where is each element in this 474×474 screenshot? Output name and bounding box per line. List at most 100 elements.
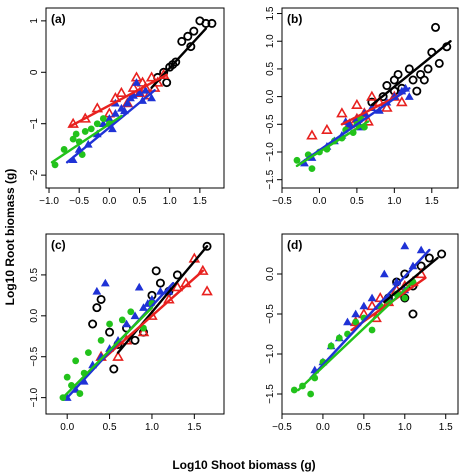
plot-frame: [281, 7, 459, 189]
data-point-blue: [104, 114, 114, 122]
y-tick-label: −0.5: [29, 346, 40, 366]
panel-a: −1.0 −0.5 0.0 0.5 1.0 1.5 −2 −1 0 1 (a): [29, 7, 225, 207]
x-axis-title: Log10 Shoot biomass (g): [172, 458, 315, 472]
fit-line-black: [116, 245, 209, 354]
data-point-black: [404, 64, 414, 74]
data-point-green: [327, 342, 335, 350]
y-tick-label: −1.5: [265, 384, 276, 404]
data-point-black: [382, 81, 392, 91]
fit-line-black: [370, 40, 452, 107]
data-point-green: [63, 373, 71, 381]
data-point-blue: [416, 245, 426, 254]
x-tick-label: 1.0: [387, 196, 401, 207]
panel-label: (a): [51, 12, 66, 26]
fit-line-green: [61, 306, 154, 399]
data-point-green: [60, 146, 68, 153]
data-point-red: [112, 350, 124, 361]
x-tick-label: 0.0: [60, 422, 74, 433]
fit-line-red: [68, 73, 168, 128]
data-point-green: [72, 357, 80, 365]
data-point-black: [431, 22, 441, 32]
data-point-black: [408, 75, 418, 85]
data-point-black: [437, 249, 447, 259]
y-tick-label: −1: [29, 118, 40, 130]
data-point-red: [197, 264, 209, 275]
x-tick-label: 0.0: [102, 196, 116, 207]
data-point-black: [96, 294, 106, 304]
data-point-black: [201, 18, 211, 28]
data-point-red: [145, 71, 158, 82]
data-point-green: [106, 320, 113, 328]
data-point-black: [109, 364, 119, 374]
data-point-green: [335, 334, 343, 342]
data-point-red: [127, 81, 140, 92]
data-point-blue: [379, 269, 389, 278]
data-point-blue: [129, 91, 138, 99]
y-tick-label: 0.5: [29, 268, 40, 282]
fit-line-green: [50, 114, 123, 164]
data-point-black: [202, 241, 212, 251]
data-point-black: [434, 58, 444, 68]
x-tick-label: 1.5: [425, 196, 439, 207]
data-point-green: [97, 336, 105, 344]
y-tick-label: −1.5: [265, 169, 276, 189]
data-point-red: [201, 285, 213, 296]
data-point-red: [396, 96, 408, 107]
y-tick-label: 0.0: [265, 267, 276, 281]
y-tick-label: −0.5: [265, 304, 276, 324]
data-point-blue: [147, 295, 157, 303]
data-point-green: [293, 156, 301, 164]
data-point-black: [92, 303, 102, 313]
data-point-green: [72, 130, 80, 138]
data-point-green: [401, 294, 409, 302]
y-tick-label: 0.0: [29, 308, 40, 322]
data-point-red: [171, 281, 184, 292]
data-point-black: [419, 75, 429, 85]
data-point-blue: [100, 278, 110, 287]
x-tick-label: 0.0: [316, 422, 330, 433]
data-point-blue: [107, 124, 117, 133]
data-point-black: [189, 26, 199, 36]
data-point-red: [366, 299, 378, 311]
y-tick-label: −1.0: [265, 142, 276, 162]
data-point-blue: [147, 93, 156, 102]
plot-frame: [281, 233, 459, 415]
data-point-green: [99, 115, 107, 122]
data-point-green: [81, 128, 89, 135]
y-tick-label: −1.0: [29, 387, 40, 407]
panel-label: (d): [287, 238, 302, 252]
x-tick-label: 1.5: [187, 422, 201, 433]
data-point-green: [308, 165, 316, 173]
data-point-black: [186, 42, 196, 52]
data-point-blue: [359, 301, 369, 310]
data-point-blue: [400, 241, 410, 250]
data-point-green: [307, 390, 315, 398]
data-point-black: [177, 36, 187, 46]
y-tick-label: −1.0: [265, 344, 276, 364]
data-point-blue: [134, 282, 144, 291]
data-point-red: [115, 86, 128, 97]
data-point-black: [130, 335, 140, 345]
data-point-black: [393, 69, 403, 79]
y-tick-label: 1.5: [265, 6, 276, 20]
x-tick-label: 0.5: [350, 196, 364, 207]
data-point-blue: [351, 309, 361, 318]
data-point-green: [118, 316, 126, 324]
data-point-green: [87, 125, 95, 133]
data-point-black: [88, 319, 98, 329]
data-point-red: [321, 123, 333, 134]
data-point-green: [352, 318, 360, 326]
series-green: [59, 300, 156, 402]
x-tick-label: 0.0: [312, 196, 326, 207]
data-point-blue: [156, 286, 165, 295]
fit-line-green: [297, 280, 415, 392]
data-point-blue: [408, 261, 418, 270]
x-tick-label: −0.5: [69, 196, 89, 207]
x-tick-label: −1.0: [39, 196, 59, 207]
data-point-red: [366, 90, 378, 101]
data-point-blue: [404, 92, 414, 100]
data-point-red: [351, 98, 363, 110]
data-point-black: [155, 278, 165, 288]
data-point-blue: [98, 119, 108, 128]
data-point-black: [412, 86, 422, 96]
